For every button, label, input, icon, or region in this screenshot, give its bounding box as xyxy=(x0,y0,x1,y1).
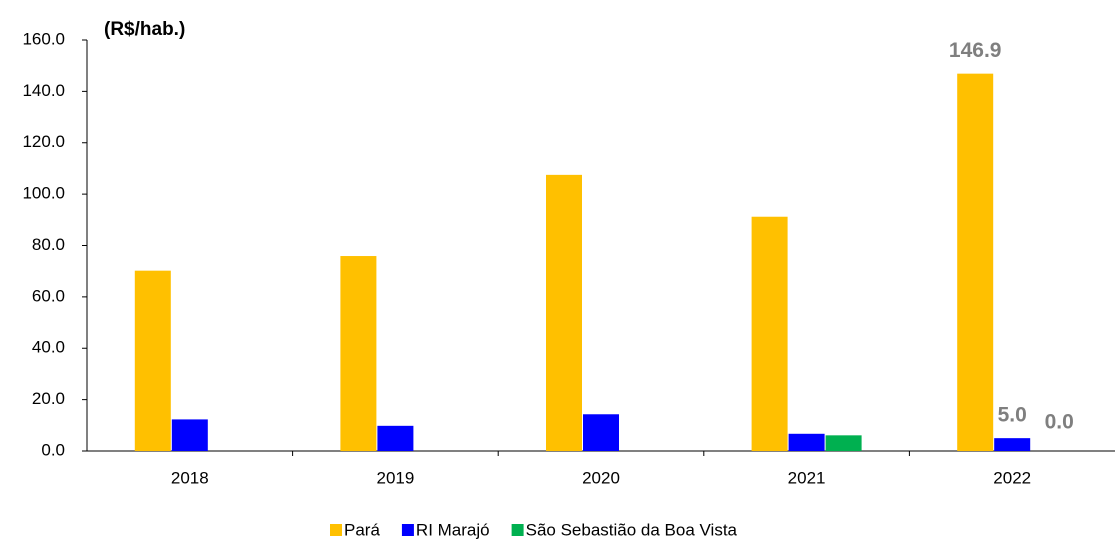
value-label: 5.0 xyxy=(998,404,1027,427)
bar xyxy=(825,435,862,451)
value-label: 146.9 xyxy=(949,39,1002,62)
x-tick-label: 2020 xyxy=(582,468,620,487)
y-tick-label: 100.0 xyxy=(22,184,65,203)
y-tick-label: 60.0 xyxy=(32,286,65,305)
bar xyxy=(957,73,994,451)
x-tick-label: 2021 xyxy=(788,468,826,487)
bar xyxy=(751,216,788,451)
y-tick-label: 80.0 xyxy=(32,235,65,254)
bar xyxy=(788,433,825,451)
legend-label: RI Marajó xyxy=(416,520,490,539)
y-tick-label: 120.0 xyxy=(22,132,65,151)
legend-swatch xyxy=(330,524,342,536)
bar xyxy=(171,419,208,451)
bar xyxy=(994,438,1031,451)
y-tick-label: 40.0 xyxy=(32,338,65,357)
legend-label: São Sebastião da Boa Vista xyxy=(526,520,738,539)
x-tick-label: 2019 xyxy=(376,468,414,487)
legend-swatch xyxy=(511,524,524,536)
bar xyxy=(583,414,619,451)
bar xyxy=(340,256,377,451)
y-tick-label: 140.0 xyxy=(22,81,65,100)
y-tick-label: 0.0 xyxy=(41,440,65,459)
unit-label: (R$/hab.) xyxy=(104,19,185,40)
y-tick-label: 160.0 xyxy=(22,29,65,48)
x-tick-label: 2018 xyxy=(171,468,209,487)
value-label: 0.0 xyxy=(1045,411,1074,434)
y-tick-label: 20.0 xyxy=(32,389,65,408)
bar xyxy=(134,270,171,451)
bar xyxy=(546,174,582,451)
legend-swatch xyxy=(401,524,414,536)
x-tick-label: 2022 xyxy=(993,468,1031,487)
bar xyxy=(377,425,414,451)
legend-label: Pará xyxy=(344,520,380,539)
